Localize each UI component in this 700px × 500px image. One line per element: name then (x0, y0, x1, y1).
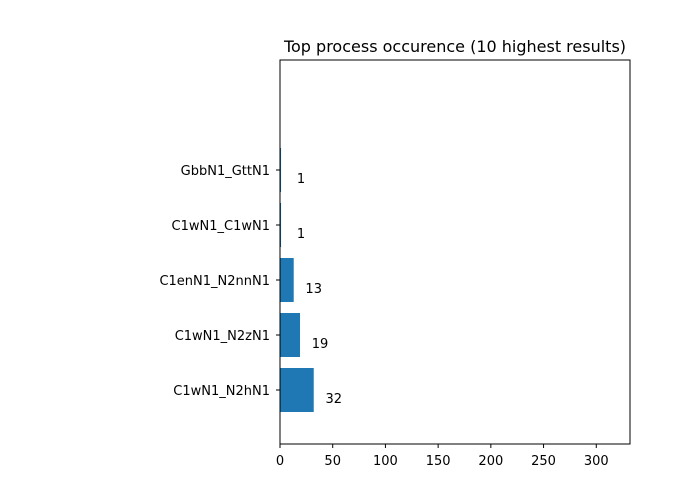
data-label-C1wN1_C1wN1: 1 (297, 227, 305, 242)
data-labels-group: 32 19 13 1 1 (297, 172, 342, 407)
y-tick-label-GbbN1_GttN1: GbbN1_GttN1 (181, 164, 270, 179)
x-tick-label-250: 250 (531, 454, 556, 469)
plot-frame (279, 59, 631, 445)
y-tick-label-C1wN1_N2zN1: C1wN1_N2zN1 (175, 329, 270, 344)
x-axis-ticks: 0 50 100 150 200 250 300 (276, 444, 609, 469)
x-tick-label-100: 100 (373, 454, 398, 469)
chart-title: Top process occurence (10 highest result… (283, 37, 626, 56)
bar-C1enN1_N2nnN1 (280, 258, 294, 302)
x-tick-label-0: 0 (276, 454, 284, 469)
y-tick-label-C1wN1_N2hN1: C1wN1_N2hN1 (173, 384, 270, 399)
x-tick-label-150: 150 (426, 454, 451, 469)
x-tick-label-200: 200 (478, 454, 503, 469)
y-tick-label-C1enN1_N2nnN1: C1enN1_N2nnN1 (159, 274, 270, 289)
x-tick-label-50: 50 (324, 454, 341, 469)
data-label-C1wN1_N2hN1: 32 (325, 392, 342, 407)
y-axis-ticks: C1wN1_N2hN1 C1wN1_N2zN1 C1enN1_N2nnN1 C1wN1… (159, 164, 280, 399)
data-label-C1enN1_N2nnN1: 13 (305, 282, 322, 297)
bar-C1wN1_N2zN1 (280, 313, 301, 357)
x-tick-label-300: 300 (584, 454, 609, 469)
bars-group (280, 148, 314, 412)
data-label-GbbN1_GttN1: 1 (297, 172, 305, 187)
bar-C1wN1_N2hN1 (280, 368, 314, 412)
bar-C1wN1_C1wN1 (280, 203, 282, 247)
y-tick-label-C1wN1_C1wN1: C1wN1_C1wN1 (172, 219, 270, 234)
data-label-C1wN1_N2zN1: 19 (312, 337, 329, 352)
bar-GbbN1_GttN1 (280, 148, 282, 192)
